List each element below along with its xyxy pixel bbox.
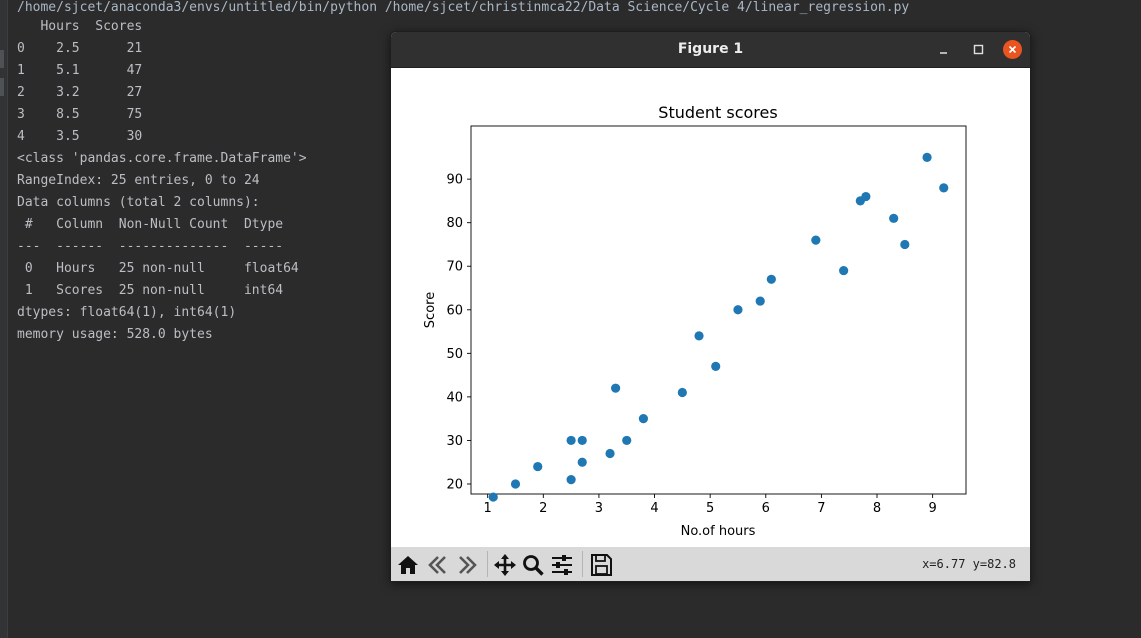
data-point <box>900 239 910 250</box>
data-point <box>605 448 615 459</box>
console-line: <class 'pandas.core.frame.DataFrame'> <box>17 151 307 166</box>
data-point <box>611 383 621 393</box>
data-point <box>622 435 632 446</box>
gutter-marker <box>0 78 4 96</box>
x-tick-label: 1 <box>484 501 492 516</box>
window-title: Figure 1 <box>677 41 744 57</box>
toolbar-separator <box>582 551 583 577</box>
data-point <box>566 435 576 446</box>
data-point <box>711 361 721 371</box>
data-point <box>755 296 765 306</box>
data-point <box>577 435 587 446</box>
window-titlebar[interactable]: Figure 1 <box>391 32 1030 68</box>
data-point <box>861 191 871 202</box>
toolbar-separator <box>487 551 488 577</box>
gutter-marker <box>0 50 4 68</box>
console-line: Hours Scores <box>17 19 143 34</box>
data-point <box>533 461 543 472</box>
y-tick-label: 60 <box>446 303 463 318</box>
forward-arrow-icon[interactable] <box>454 552 480 578</box>
x-tick-label: 3 <box>595 501 603 516</box>
save-icon[interactable] <box>588 552 614 578</box>
run-console[interactable]: /home/sjcet/anaconda3/envs/untitled/bin/… <box>17 0 1137 346</box>
x-tick-label: 6 <box>762 501 770 516</box>
data-point <box>811 235 821 245</box>
pan-icon[interactable] <box>492 552 518 578</box>
data-point <box>510 479 521 489</box>
x-tick-label: 9 <box>928 501 936 516</box>
data-point <box>922 152 932 162</box>
data-point <box>638 414 649 424</box>
minimize-icon[interactable] <box>934 40 953 59</box>
y-tick-label: 40 <box>446 390 463 405</box>
console-line: Data columns (total 2 columns): <box>17 195 260 210</box>
scatter-chart: Student scores 1 2 3 4 5 6 7 8 9 20 30 40 50 60 70 80 9… <box>423 103 967 539</box>
data-point <box>488 492 498 502</box>
data-point <box>766 274 776 284</box>
y-tick-label: 20 <box>446 477 463 492</box>
data-point <box>839 265 849 276</box>
console-line: --- ------ -------------- ----- <box>17 239 299 254</box>
console-line: 2 3.2 27 <box>17 85 143 100</box>
x-tick-label: 7 <box>817 501 825 516</box>
x-axis-label: No.of hours <box>681 524 756 539</box>
editor-gutter <box>0 0 8 638</box>
close-icon[interactable] <box>1003 40 1022 59</box>
subplots-icon[interactable] <box>549 552 575 578</box>
plot-area <box>470 125 967 495</box>
console-line: 3 8.5 75 <box>17 107 143 122</box>
console-command: /home/sjcet/anaconda3/envs/untitled/bin/… <box>17 0 910 15</box>
data-point <box>733 305 743 315</box>
maximize-icon[interactable] <box>969 40 988 59</box>
chart-title: Student scores <box>658 103 777 122</box>
zoom-icon[interactable] <box>520 552 546 578</box>
console-line: dtypes: float64(1), int64(1) <box>17 305 237 320</box>
data-point <box>939 183 949 193</box>
y-tick-label: 50 <box>446 347 463 362</box>
data-point <box>677 387 687 398</box>
data-point <box>577 457 587 467</box>
x-tick-label: 5 <box>706 501 714 516</box>
data-points <box>488 152 949 502</box>
y-axis-label: Score <box>423 292 438 328</box>
figure-window[interactable]: Figure 1 Student scores 1 2 3 4 5 6 7 8 9 20 30 40… <box>390 31 1031 582</box>
data-point <box>889 213 899 223</box>
home-icon[interactable] <box>395 552 421 578</box>
x-tick-label: 2 <box>539 501 547 516</box>
console-line: 1 Scores 25 non-null int64 <box>17 283 299 298</box>
console-line: 1 5.1 47 <box>17 63 143 78</box>
console-line: # Column Non-Null Count Dtype <box>17 217 299 232</box>
x-axis: 1 2 3 4 5 6 7 8 9 <box>484 494 937 516</box>
figure-toolbar: x=6.77 y=82.8 <box>391 547 1030 581</box>
y-tick-label: 70 <box>446 260 463 275</box>
y-axis: 20 30 40 50 60 70 80 90 <box>446 173 471 492</box>
y-tick-label: 80 <box>446 216 463 231</box>
cursor-coordinates: x=6.77 y=82.8 <box>922 557 1016 571</box>
x-tick-label: 4 <box>650 501 658 516</box>
figure-canvas[interactable]: Student scores 1 2 3 4 5 6 7 8 9 20 30 40 50 60 70 80 9… <box>391 68 1030 547</box>
back-arrow-icon[interactable] <box>425 552 451 578</box>
y-tick-label: 90 <box>446 173 463 188</box>
console-line: 0 Hours 25 non-null float64 <box>17 261 299 276</box>
console-line: memory usage: 528.0 bytes <box>17 327 213 342</box>
console-line: 4 3.5 30 <box>17 129 143 144</box>
y-tick-label: 30 <box>446 434 463 449</box>
console-line: RangeIndex: 25 entries, 0 to 24 <box>17 173 260 188</box>
data-point <box>566 475 576 485</box>
data-point <box>694 331 704 341</box>
console-line: 0 2.5 21 <box>17 41 143 56</box>
x-tick-label: 8 <box>873 501 881 516</box>
